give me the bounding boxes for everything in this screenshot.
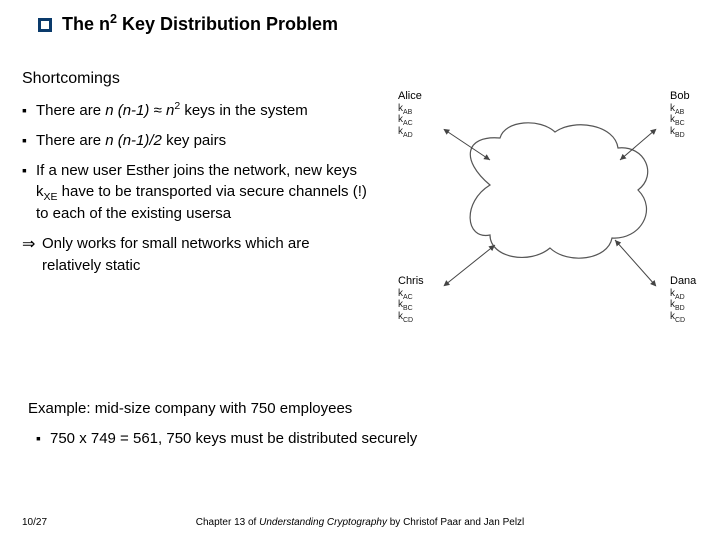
title-pre: The n bbox=[62, 14, 110, 34]
node-key: kBD bbox=[670, 299, 696, 311]
node-bob: Bob kAB kBC kBD bbox=[670, 90, 690, 137]
title-sup: 2 bbox=[110, 12, 117, 26]
node-key: kAD bbox=[670, 288, 696, 300]
bullet-mark-icon: ▪ bbox=[22, 130, 36, 150]
bullet-3: ▪ If a new user Esther joins the network… bbox=[22, 160, 372, 225]
arrow-dana bbox=[615, 240, 655, 285]
title-text: The n2 Key Distribution Problem bbox=[62, 14, 338, 35]
implies-icon: ⇒ bbox=[22, 233, 42, 256]
example-line-2-text: 750 x 749 = 561, 750 keys must be distri… bbox=[50, 430, 417, 447]
b3-sub: XE bbox=[44, 191, 58, 203]
bullet-1: ▪ There are n (n-1) ≈ n2 keys in the sys… bbox=[22, 100, 372, 122]
example-line-1: Example: mid-size company with 750 emplo… bbox=[28, 400, 352, 417]
node-key: kBD bbox=[670, 126, 690, 138]
bullet-4-body: Only works for small networks which are … bbox=[42, 233, 372, 277]
bullet-list: ▪ There are n (n-1) ≈ n2 keys in the sys… bbox=[22, 100, 372, 284]
node-key: kAD bbox=[398, 126, 422, 138]
node-dana: Dana kAD kBD kCD bbox=[670, 275, 696, 322]
diagram-svg bbox=[390, 90, 710, 340]
node-key: kBC bbox=[398, 299, 424, 311]
node-name: Chris bbox=[398, 275, 424, 288]
cloud-icon bbox=[470, 123, 648, 258]
slide: The n2 Key Distribution Problem Shortcom… bbox=[0, 0, 720, 540]
node-key: kAC bbox=[398, 114, 422, 126]
arrow-chris bbox=[445, 245, 495, 285]
subheading: Shortcomings bbox=[22, 70, 120, 88]
node-key: kBC bbox=[670, 114, 690, 126]
title-bullet-icon bbox=[38, 18, 52, 32]
bullet-mark-icon: ▪ bbox=[22, 160, 36, 180]
b1-post: keys in the system bbox=[180, 102, 308, 119]
example-line-2: ▪ 750 x 749 = 561, 750 keys must be dist… bbox=[36, 430, 417, 447]
arrow-alice bbox=[445, 130, 490, 160]
bullet-mark-icon: ▪ bbox=[36, 430, 50, 446]
key-distribution-diagram: Alice kAB kAC kAD Bob kAB kBC kBD Chris … bbox=[390, 90, 710, 340]
bullet-mark-icon: ▪ bbox=[22, 100, 36, 120]
b1-ital2: n bbox=[162, 102, 175, 119]
node-alice: Alice kAB kAC kAD bbox=[398, 90, 422, 137]
title-post: Key Distribution Problem bbox=[117, 14, 338, 34]
b2-pre: There are bbox=[36, 132, 105, 149]
bullet-4: ⇒ Only works for small networks which ar… bbox=[22, 233, 372, 277]
node-chris: Chris kAC kBC kCD bbox=[398, 275, 424, 322]
footer-post: by Christof Paar and Jan Pelzl bbox=[387, 517, 524, 528]
footer-ital: Understanding Cryptography bbox=[259, 517, 387, 528]
bullet-1-body: There are n (n-1) ≈ n2 keys in the syste… bbox=[36, 100, 372, 122]
slide-title: The n2 Key Distribution Problem bbox=[38, 14, 338, 35]
node-key: kAB bbox=[398, 103, 422, 115]
footer-pre: Chapter 13 of bbox=[196, 517, 259, 528]
b1-ital1: n (n-1) bbox=[105, 102, 153, 119]
b1-pre: There are bbox=[36, 102, 105, 119]
bullet-3-body: If a new user Esther joins the network, … bbox=[36, 160, 372, 225]
footer-attribution: Chapter 13 of Understanding Cryptography… bbox=[0, 517, 720, 528]
node-key: kCD bbox=[670, 311, 696, 323]
b1-approx: ≈ bbox=[154, 102, 162, 119]
node-key: kCD bbox=[398, 311, 424, 323]
node-name: Alice bbox=[398, 90, 422, 103]
b2-post: key pairs bbox=[162, 132, 226, 149]
b3-post: have to be transported via secure channe… bbox=[36, 183, 367, 222]
node-name: Bob bbox=[670, 90, 690, 103]
node-key: kAC bbox=[398, 288, 424, 300]
node-name: Dana bbox=[670, 275, 696, 288]
bullet-2-body: There are n (n-1)/2 key pairs bbox=[36, 130, 372, 152]
node-key: kAB bbox=[670, 103, 690, 115]
arrow-bob bbox=[620, 130, 655, 160]
bullet-2: ▪ There are n (n-1)/2 key pairs bbox=[22, 130, 372, 152]
b2-ital: n (n-1)/2 bbox=[105, 132, 162, 149]
